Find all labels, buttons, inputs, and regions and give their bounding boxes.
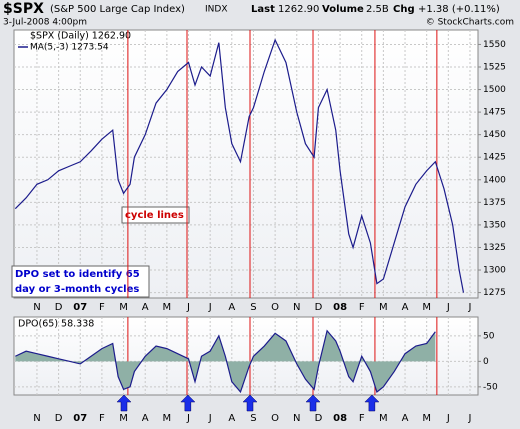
x-tick-label: D (315, 302, 323, 313)
price-panel (13, 29, 479, 299)
annotation-box (11, 265, 150, 298)
x-tick-label: A (228, 413, 235, 424)
dpo-area (15, 330, 436, 392)
x-tick-label: O (271, 302, 279, 313)
x-tick-label: N (293, 413, 300, 424)
x-tick-label: 08 (333, 302, 347, 313)
y-tick-label: 1525 (483, 62, 506, 72)
x-tick-label: A (142, 302, 149, 313)
y-tick-label: 1375 (483, 198, 506, 208)
volume: 2.5B (366, 4, 389, 15)
x-tick-label: N (33, 413, 40, 424)
y-tick-label: 50 (483, 331, 495, 341)
credit: © StockCharts.com (426, 18, 514, 28)
x-tick-label: D (55, 302, 63, 313)
symbol: $SPX (3, 1, 44, 17)
chg: +1.38 (+0.11%) (418, 4, 500, 15)
chg-label: Chg (393, 4, 415, 15)
x-tick-label: D (55, 413, 63, 424)
legend-entry: $SPX (Daily) 1262.90 (30, 31, 131, 42)
last-label: Last (251, 4, 275, 15)
y-tick-label: 1475 (483, 108, 506, 118)
annotation: day or 3-month cycles (15, 284, 139, 295)
x-tick-label: S (250, 413, 256, 424)
x-tick-label: J (208, 302, 212, 313)
y-tick-label: 1325 (483, 243, 506, 253)
x-tick-label: A (142, 413, 149, 424)
x-tick-label: 07 (73, 413, 87, 424)
y-tick-label: 1350 (483, 220, 506, 230)
x-tick-label: N (293, 302, 300, 313)
arrow (364, 394, 380, 412)
x-tick-label: J (446, 302, 450, 313)
x-tick-label: M (163, 413, 172, 424)
exchange: INDX (205, 5, 227, 15)
y-tick-label: 1275 (483, 288, 506, 298)
x-tick-label: M (422, 302, 431, 313)
x-tick-label: F (359, 302, 365, 313)
last: 1262.90 (278, 4, 319, 15)
y-tick-label: 1550 (483, 40, 506, 50)
y-tick-label: 1425 (483, 153, 506, 163)
x-tick-label: M (379, 302, 388, 313)
arrow (180, 394, 196, 412)
x-tick-label: J (186, 413, 190, 424)
x-tick-label: J (468, 413, 472, 424)
y-tick-label: 1400 (483, 175, 506, 185)
annotation-box (121, 206, 190, 224)
x-tick-label: 08 (333, 413, 347, 424)
x-tick-label: F (99, 302, 105, 313)
y-tick-label: 1300 (483, 266, 506, 276)
arrow (305, 394, 321, 412)
x-tick-label: M (163, 302, 172, 313)
arrow (116, 394, 132, 412)
y-tick-label: 0 (483, 357, 489, 367)
x-tick-label: M (379, 413, 388, 424)
volume-label: Volume (322, 4, 364, 15)
x-tick-label: O (271, 413, 279, 424)
x-tick-label: D (315, 413, 323, 424)
x-tick-label: M (119, 302, 128, 313)
legend-entry: MA(5,-3) 1273.54 (30, 43, 109, 53)
price-line (14, 38, 465, 293)
x-tick-label: A (228, 302, 235, 313)
index-name: (S&P 500 Large Cap Index) (50, 4, 185, 15)
x-tick-label: N (33, 302, 40, 313)
x-tick-label: J (186, 302, 190, 313)
legend-entry: DPO(65) 58.338 (18, 319, 94, 330)
x-tick-label: F (99, 413, 105, 424)
x-tick-label: J (208, 413, 212, 424)
annotation: cycle lines (125, 210, 184, 221)
y-tick-label: 1500 (483, 85, 506, 95)
x-tick-label: J (446, 413, 450, 424)
arrow (242, 394, 258, 412)
x-tick-label: A (402, 302, 409, 313)
x-tick-label: F (359, 413, 365, 424)
y-tick-label: -50 (483, 382, 498, 392)
x-tick-label: A (402, 413, 409, 424)
y-tick-label: 1450 (483, 130, 506, 140)
x-tick-label: S (250, 302, 256, 313)
date: 3-Jul-2008 4:00pm (3, 18, 87, 28)
annotation: DPO set to identify 65 (15, 269, 140, 280)
dpo-line (15, 329, 436, 394)
x-tick-label: M (119, 413, 128, 424)
x-tick-label: J (468, 302, 472, 313)
x-tick-label: M (422, 413, 431, 424)
x-tick-label: 07 (73, 302, 87, 313)
